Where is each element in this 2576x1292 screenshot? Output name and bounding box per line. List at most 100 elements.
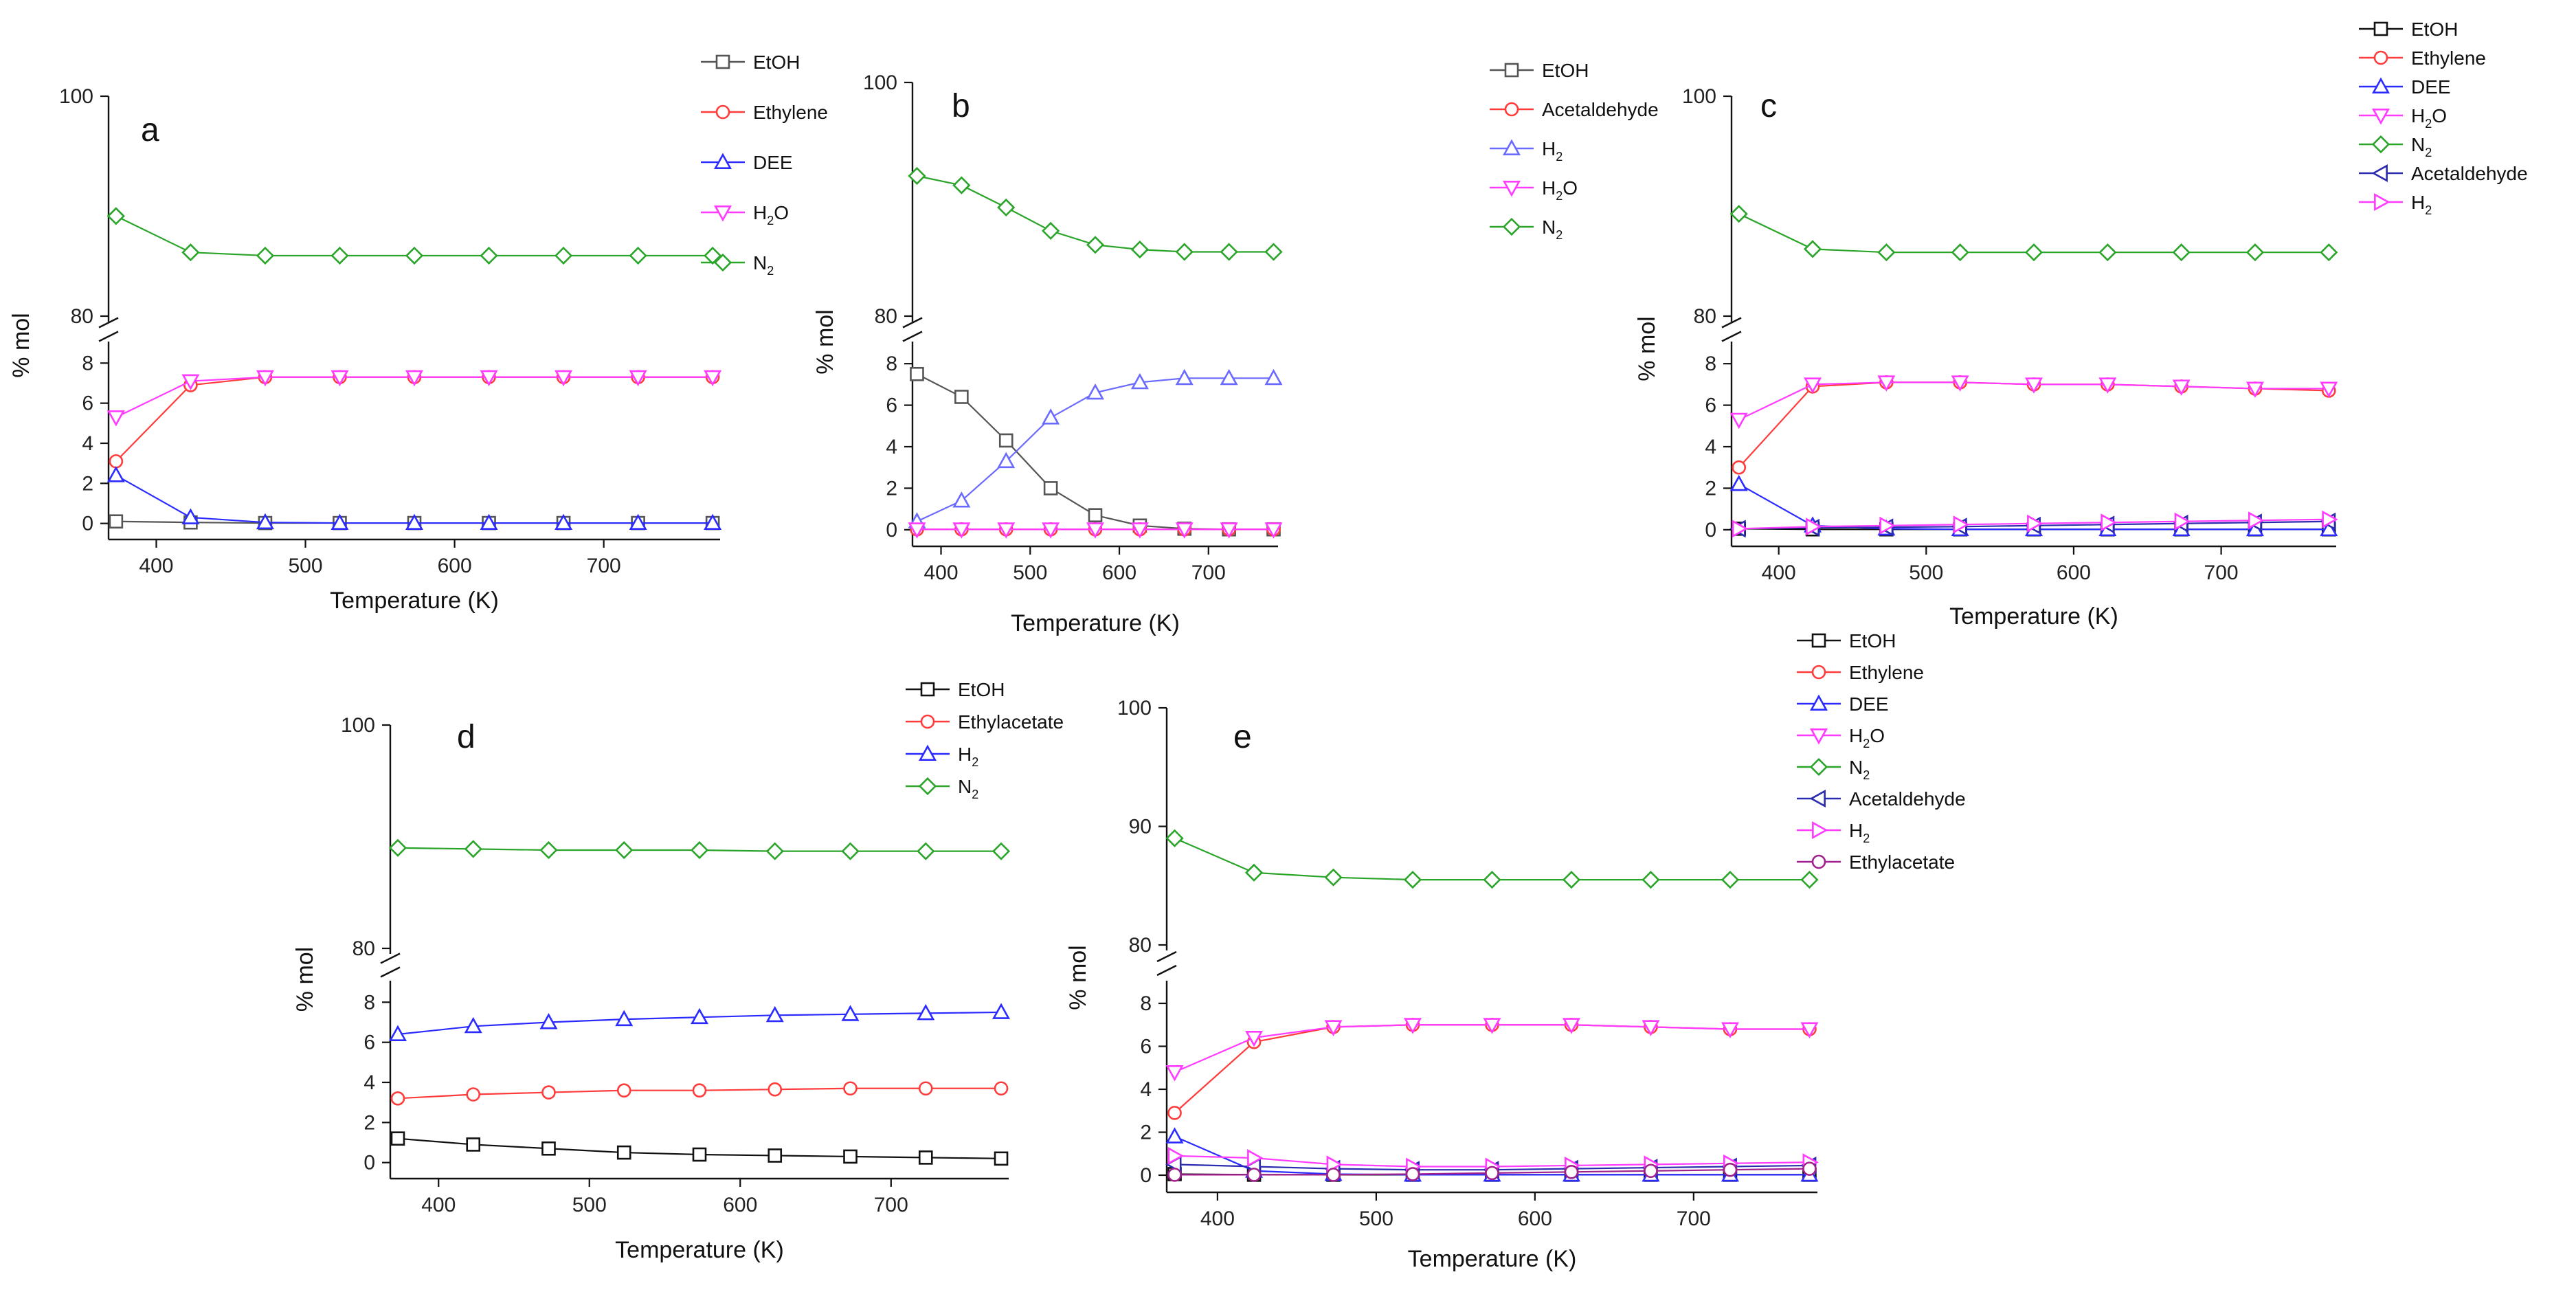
legend-marker (1812, 821, 1828, 840)
legend-label: Ethylene (1849, 662, 1924, 683)
axis-break-mark (1156, 950, 1177, 963)
data-point (2248, 511, 2265, 530)
legend-label: H2O (753, 202, 789, 227)
data-point (181, 508, 200, 524)
data-point (388, 1025, 407, 1041)
y-tick-label: 2 (82, 472, 93, 495)
data-point (1806, 517, 1822, 536)
chart-panel-b: 400 500 600 700 0 2 4 6 8 80 100 Temperature (K) % m… (812, 60, 1659, 636)
x-tick-label: 700 (874, 1194, 908, 1216)
series-DEE (107, 466, 722, 531)
panel-letter: d (457, 719, 475, 755)
data-point (1800, 1022, 1819, 1038)
data-point (1264, 522, 1283, 539)
legend-marker (2374, 192, 2390, 212)
legend-entry: Acetaldehyde (1797, 788, 1966, 810)
legend-marker (1811, 633, 1826, 648)
data-point (1642, 1020, 1660, 1036)
data-point (1043, 481, 1058, 495)
data-point (1220, 368, 1238, 386)
data-point (1165, 829, 1184, 847)
legend-entry: N2 (1797, 757, 1870, 782)
data-point (1802, 1161, 1817, 1176)
data-point (1729, 412, 1748, 430)
legend-marker (2373, 50, 2388, 65)
data-point (1723, 1162, 1738, 1177)
legend-label: DEE (753, 152, 793, 173)
data-point (1175, 243, 1194, 261)
y-tick-label: 4 (886, 436, 897, 458)
data-point (952, 176, 971, 194)
legend-entry: Ethylene (701, 102, 828, 123)
data-point (2172, 243, 2191, 262)
data-point (480, 246, 498, 265)
data-point (480, 370, 498, 387)
x-axis-title: Temperature (K) (1011, 610, 1180, 636)
x-tick-label: 500 (1013, 561, 1047, 584)
data-point (539, 840, 558, 860)
legend-marker (713, 205, 732, 222)
y-tick-label: 4 (1705, 436, 1716, 458)
x-tick-label: 700 (587, 555, 621, 577)
data-point (1729, 474, 1748, 491)
legend-label: Ethylacetate (1849, 851, 1955, 873)
legend-label: H2 (1542, 138, 1563, 164)
data-point (1403, 871, 1422, 889)
legend-entry: Acetaldehyde (2359, 163, 2528, 184)
data-point (1953, 515, 1970, 534)
data-point (466, 1137, 481, 1152)
data-point (918, 1150, 933, 1165)
data-point (464, 840, 482, 858)
legend-label: H2O (1542, 177, 1578, 203)
data-point (997, 522, 1016, 539)
data-point (994, 1151, 1009, 1166)
legend-label: N2 (1542, 216, 1563, 242)
data-point (908, 166, 926, 186)
legend-entry: EtOH (1490, 60, 1589, 81)
y-tick-label: 6 (82, 392, 93, 415)
legend-entry: Acetaldehyde (1490, 99, 1659, 120)
data-point (992, 1003, 1011, 1019)
data-point (256, 513, 274, 530)
data-point (1086, 522, 1105, 539)
data-point (690, 1007, 709, 1025)
x-axis-title: Temperature (K) (1949, 603, 2118, 630)
legend-marker (1504, 63, 1519, 78)
data-point (1042, 221, 1060, 240)
data-point (464, 1016, 482, 1034)
legend-marker (2371, 77, 2390, 93)
axis-break-mark (1721, 317, 1742, 328)
data-point (1175, 368, 1194, 386)
data-point (331, 370, 349, 387)
legend-marker (2371, 164, 2388, 183)
y-tick-label: 6 (886, 394, 897, 417)
legend-entry: H2O (1490, 177, 1578, 203)
data-point (629, 246, 647, 265)
y-tick-label: 8 (886, 353, 897, 375)
series-N2 (1165, 829, 1819, 889)
data-point (1042, 408, 1060, 425)
data-point (629, 513, 647, 531)
data-point (1562, 1018, 1580, 1034)
legend-label: Acetaldehyde (1849, 788, 1966, 810)
legend-entry: H2 (2359, 192, 2432, 217)
data-point (1264, 243, 1283, 261)
x-tick-label: 600 (1102, 561, 1136, 584)
series-N2 (107, 207, 722, 265)
y-axis-title: % mol (8, 313, 34, 377)
data-point (843, 1081, 858, 1096)
y-tick-label: 100 (341, 714, 375, 737)
legend-label: H2 (1849, 820, 1870, 845)
data-point (466, 1087, 481, 1102)
series-H2O (908, 522, 1283, 539)
data-point (331, 513, 349, 531)
legend-entry: N2 (701, 252, 774, 278)
data-point (1483, 1018, 1501, 1034)
y-tick-label: 80 (71, 305, 93, 328)
x-axis-title: Temperature (K) (1408, 1246, 1577, 1272)
data-point (692, 1147, 707, 1162)
y-tick-label: 6 (363, 1032, 375, 1054)
series-N2 (388, 838, 1011, 860)
y-tick-label: 0 (82, 513, 93, 535)
data-point (1721, 871, 1740, 889)
